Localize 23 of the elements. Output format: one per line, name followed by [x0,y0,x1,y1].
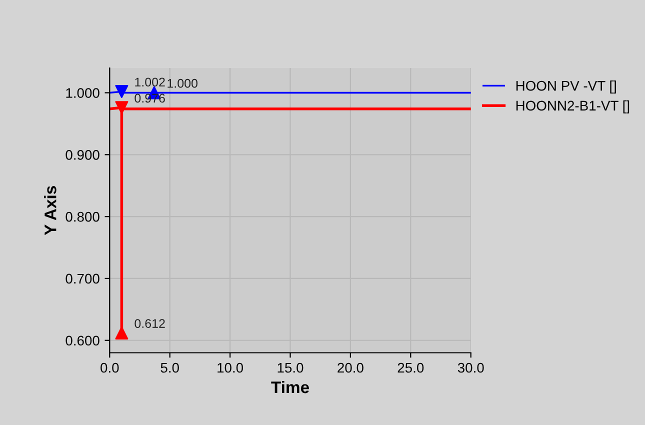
x-tick-label: 10.0 [218,362,244,373]
legend-label: HOON PV -VT [] [516,80,616,94]
y-tick-label: 1.000 [66,88,100,98]
data-label: 0.612 [134,319,165,328]
y-tick-label: 0.700 [66,274,100,284]
x-tick-label: 15.0 [278,362,304,373]
y-tick-label: 0.800 [66,212,100,222]
x-tick-label: 0.0 [100,362,119,373]
data-label: 1.000 [168,78,198,88]
x-tick-label: 5.0 [160,362,179,373]
data-label: 1.002 [135,78,165,87]
x-tick-label: 25.0 [398,362,424,373]
y-tick-label: 0.900 [66,150,100,160]
point [115,101,128,114]
point [115,326,128,340]
point [115,85,128,98]
x-tick-label: 20.0 [338,362,364,373]
data-label: 0.976 [134,94,165,103]
x-tick-label: 30.0 [458,362,484,373]
legend-label: HOONN2-B1-VT [] [516,100,630,114]
y-axis-title: Y Axis [44,186,56,236]
x-axis-title: Time [271,380,309,394]
y-tick-label: 0.600 [66,336,100,346]
